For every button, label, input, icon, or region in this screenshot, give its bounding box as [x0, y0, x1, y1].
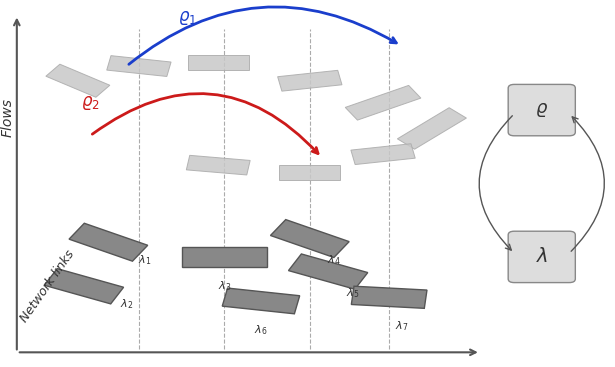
Text: $\lambda_6$: $\lambda_6$ — [254, 323, 268, 337]
Bar — [69, 223, 148, 261]
FancyBboxPatch shape — [508, 231, 575, 283]
Bar — [186, 155, 250, 175]
Bar — [277, 70, 342, 91]
Text: $\lambda_2$: $\lambda_2$ — [120, 297, 133, 311]
Bar — [188, 55, 249, 70]
Bar — [44, 269, 124, 304]
Bar — [351, 286, 427, 308]
Bar — [222, 288, 300, 314]
Bar — [345, 86, 421, 120]
Text: $\lambda_1$: $\lambda_1$ — [138, 253, 152, 267]
Bar — [397, 108, 466, 149]
Text: $\lambda_3$: $\lambda_3$ — [218, 279, 231, 293]
Text: $\lambda_4$: $\lambda_4$ — [327, 253, 341, 267]
Bar — [181, 247, 267, 267]
Text: $\varrho_2$: $\varrho_2$ — [81, 94, 100, 112]
Text: $\lambda_5$: $\lambda_5$ — [346, 286, 359, 300]
Bar — [107, 56, 171, 76]
Bar — [351, 144, 415, 164]
Bar — [271, 219, 349, 258]
Text: $\lambda_7$: $\lambda_7$ — [395, 319, 408, 333]
Text: $\varrho_1$: $\varrho_1$ — [178, 9, 197, 28]
FancyBboxPatch shape — [508, 84, 575, 136]
Text: Network links: Network links — [18, 248, 77, 325]
Bar — [279, 165, 340, 180]
Text: $\lambda$: $\lambda$ — [536, 247, 548, 266]
Bar — [288, 254, 368, 289]
Text: Flows: Flows — [1, 98, 15, 137]
Bar — [46, 64, 110, 97]
Text: $\varrho$: $\varrho$ — [535, 101, 549, 119]
